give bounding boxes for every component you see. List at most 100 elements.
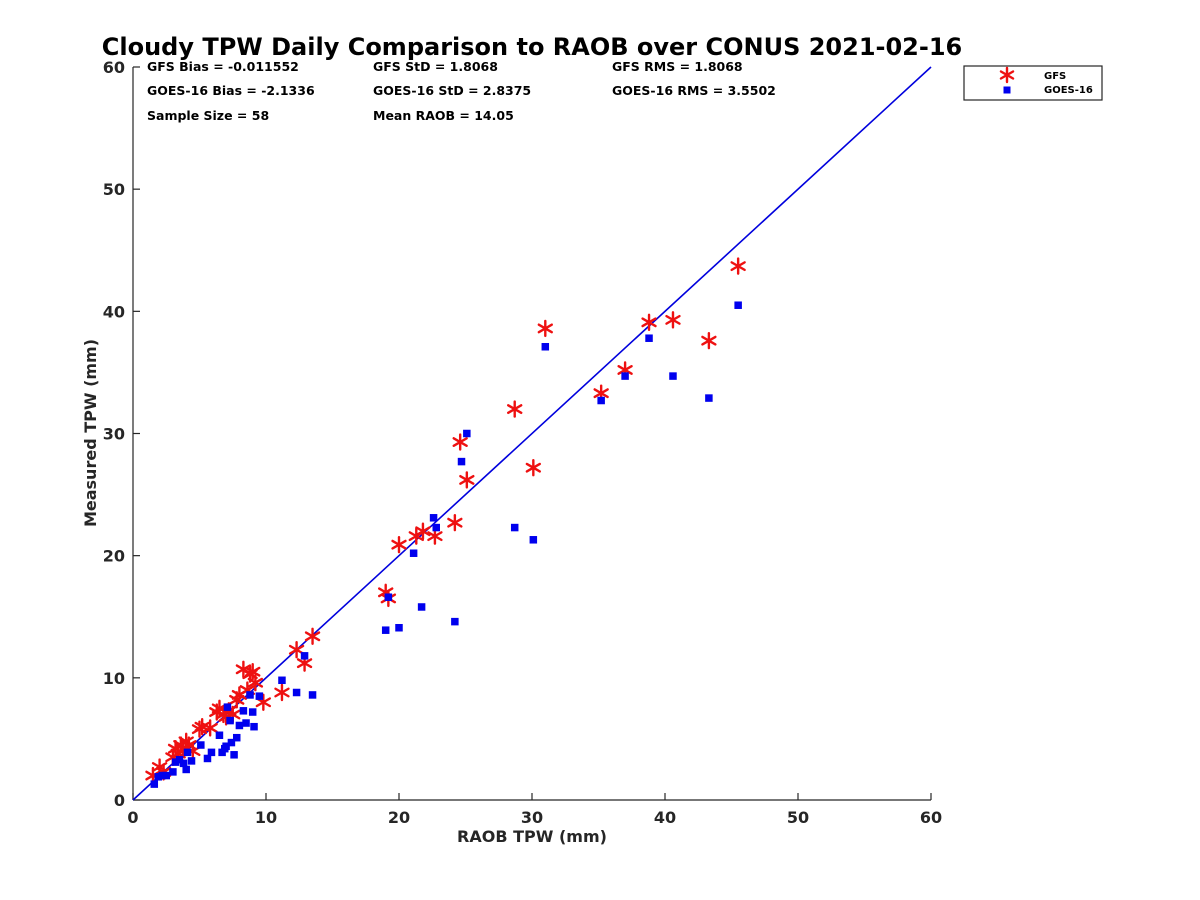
data-point-gfs: [701, 331, 717, 350]
data-point-goes-16: [150, 780, 159, 788]
data-point-goes-16: [529, 536, 538, 544]
data-point-goes-16: [187, 757, 196, 765]
stat-gfs-bias: GFS Bias = -0.011552: [147, 59, 299, 74]
data-point-goes-16: [183, 748, 192, 757]
axis-ticks: 0 10 20 30 40 50 60 0 10 20 30 40 50 60: [103, 58, 942, 827]
data-point-goes-16: [432, 523, 440, 532]
data-point-gfs: [202, 719, 218, 737]
data-point-goes-16: [179, 759, 188, 768]
data-point-goes-16: [381, 626, 390, 634]
y-tick-label: 30: [103, 425, 125, 444]
x-tick-label: 40: [654, 808, 676, 827]
data-point-gfs: [730, 257, 746, 275]
data-point-goes-16: [292, 688, 301, 697]
data-point-goes-16: [705, 394, 713, 402]
data-point-goes-16: [162, 771, 170, 780]
x-tick-label: 20: [388, 808, 410, 827]
data-point-goes-16: [669, 372, 677, 380]
legend-marker-goes-16: [1003, 86, 1011, 94]
legend-square: [1003, 86, 1011, 94]
stat-goes-rms: GOES-16 RMS = 3.5502: [612, 83, 776, 98]
data-point-goes-16: [429, 514, 438, 522]
x-axis-label: RAOB TPW (mm): [457, 827, 607, 846]
plot-area: 0 10 20 30 40 50 60 0 10 20 30 40 50 60: [103, 58, 942, 827]
data-point-gfs: [229, 691, 245, 709]
data-point-gfs: [391, 535, 407, 554]
series-layer: [145, 257, 746, 788]
data-point-goes-16: [242, 719, 250, 727]
legend: GFS GOES-16: [963, 65, 1103, 101]
x-tick-label: 0: [127, 808, 138, 827]
x-tick-label: 30: [521, 808, 543, 827]
data-point-goes-16: [510, 523, 519, 532]
series-gfs: [145, 257, 746, 785]
data-point-goes-16: [278, 676, 286, 685]
data-point-goes-16: [621, 372, 629, 380]
y-tick-label: 0: [114, 791, 125, 810]
data-point-goes-16: [734, 301, 742, 309]
x-tick-label: 60: [920, 808, 942, 827]
chart-title: Cloudy TPW Daily Comparison to RAOB over…: [102, 33, 962, 61]
data-point-goes-16: [239, 707, 248, 715]
x-tick-label: 50: [787, 808, 809, 827]
stat-goes-std: GOES-16 StD = 2.8375: [373, 83, 531, 98]
data-point-gfs: [459, 471, 475, 489]
data-point-goes-16: [207, 748, 216, 757]
data-point-goes-16: [203, 754, 212, 763]
data-point-gfs: [247, 674, 264, 692]
data-point-gfs: [304, 627, 321, 645]
y-tick-label: 60: [103, 58, 125, 77]
stat-mean-raob: Mean RAOB = 14.05: [373, 108, 514, 123]
data-point-gfs: [274, 683, 290, 702]
y-tick-label: 10: [103, 669, 125, 688]
data-point-goes-16: [451, 617, 459, 626]
stat-goes-bias: GOES-16 Bias = -2.1336: [147, 83, 315, 98]
data-point-goes-16: [230, 751, 238, 759]
y-tick-label: 50: [103, 180, 125, 199]
data-point-gfs: [447, 513, 463, 532]
data-point-goes-16: [308, 691, 317, 699]
data-point-goes-16: [246, 691, 254, 699]
data-point-goes-16: [457, 457, 466, 466]
legend-asterisk: [999, 66, 1015, 84]
data-point-goes-16: [158, 771, 167, 780]
data-point-goes-16: [215, 731, 224, 740]
legend-marker-gfs: [999, 66, 1015, 84]
data-point-goes-16: [235, 721, 244, 730]
legend-box: [963, 65, 1103, 101]
data-point-goes-16: [175, 755, 184, 764]
data-point-goes-16: [197, 741, 205, 749]
data-point-goes-16: [300, 652, 309, 660]
data-point-goes-16: [232, 733, 241, 742]
data-point-goes-16: [541, 343, 550, 351]
legend-label-gfs: GFS: [1044, 71, 1066, 82]
data-point-goes-16: [409, 549, 418, 557]
x-tick-label: 10: [255, 808, 277, 827]
data-point-goes-16: [255, 692, 264, 700]
data-point-goes-16: [597, 396, 605, 405]
y-axis-label: Measured TPW (mm): [81, 339, 100, 527]
data-point-gfs: [525, 459, 542, 477]
data-point-gfs: [415, 522, 431, 540]
data-point-gfs: [537, 319, 553, 338]
data-point-gfs: [641, 313, 657, 332]
stats-block: GFS Bias = -0.011552 GFS StD = 1.8068 GF…: [147, 59, 776, 123]
data-point-goes-16: [395, 623, 403, 632]
one-to-one-reference-line: [132, 66, 932, 801]
stat-gfs-std: GFS StD = 1.8068: [373, 59, 498, 74]
data-point-goes-16: [463, 429, 471, 438]
series-goes-16: [150, 301, 742, 788]
data-point-goes-16: [645, 334, 653, 342]
y-tick-label: 20: [103, 547, 125, 566]
stat-sample-size: Sample Size = 58: [147, 108, 269, 123]
data-point-goes-16: [250, 722, 258, 731]
y-tick-label: 40: [103, 302, 125, 321]
data-point-goes-16: [154, 773, 163, 781]
data-point-gfs: [507, 400, 523, 418]
data-point-goes-16: [227, 738, 236, 747]
data-point-goes-16: [248, 708, 257, 716]
data-point-goes-16: [223, 703, 232, 711]
data-point-goes-16: [226, 716, 234, 725]
data-point-gfs: [665, 311, 681, 329]
